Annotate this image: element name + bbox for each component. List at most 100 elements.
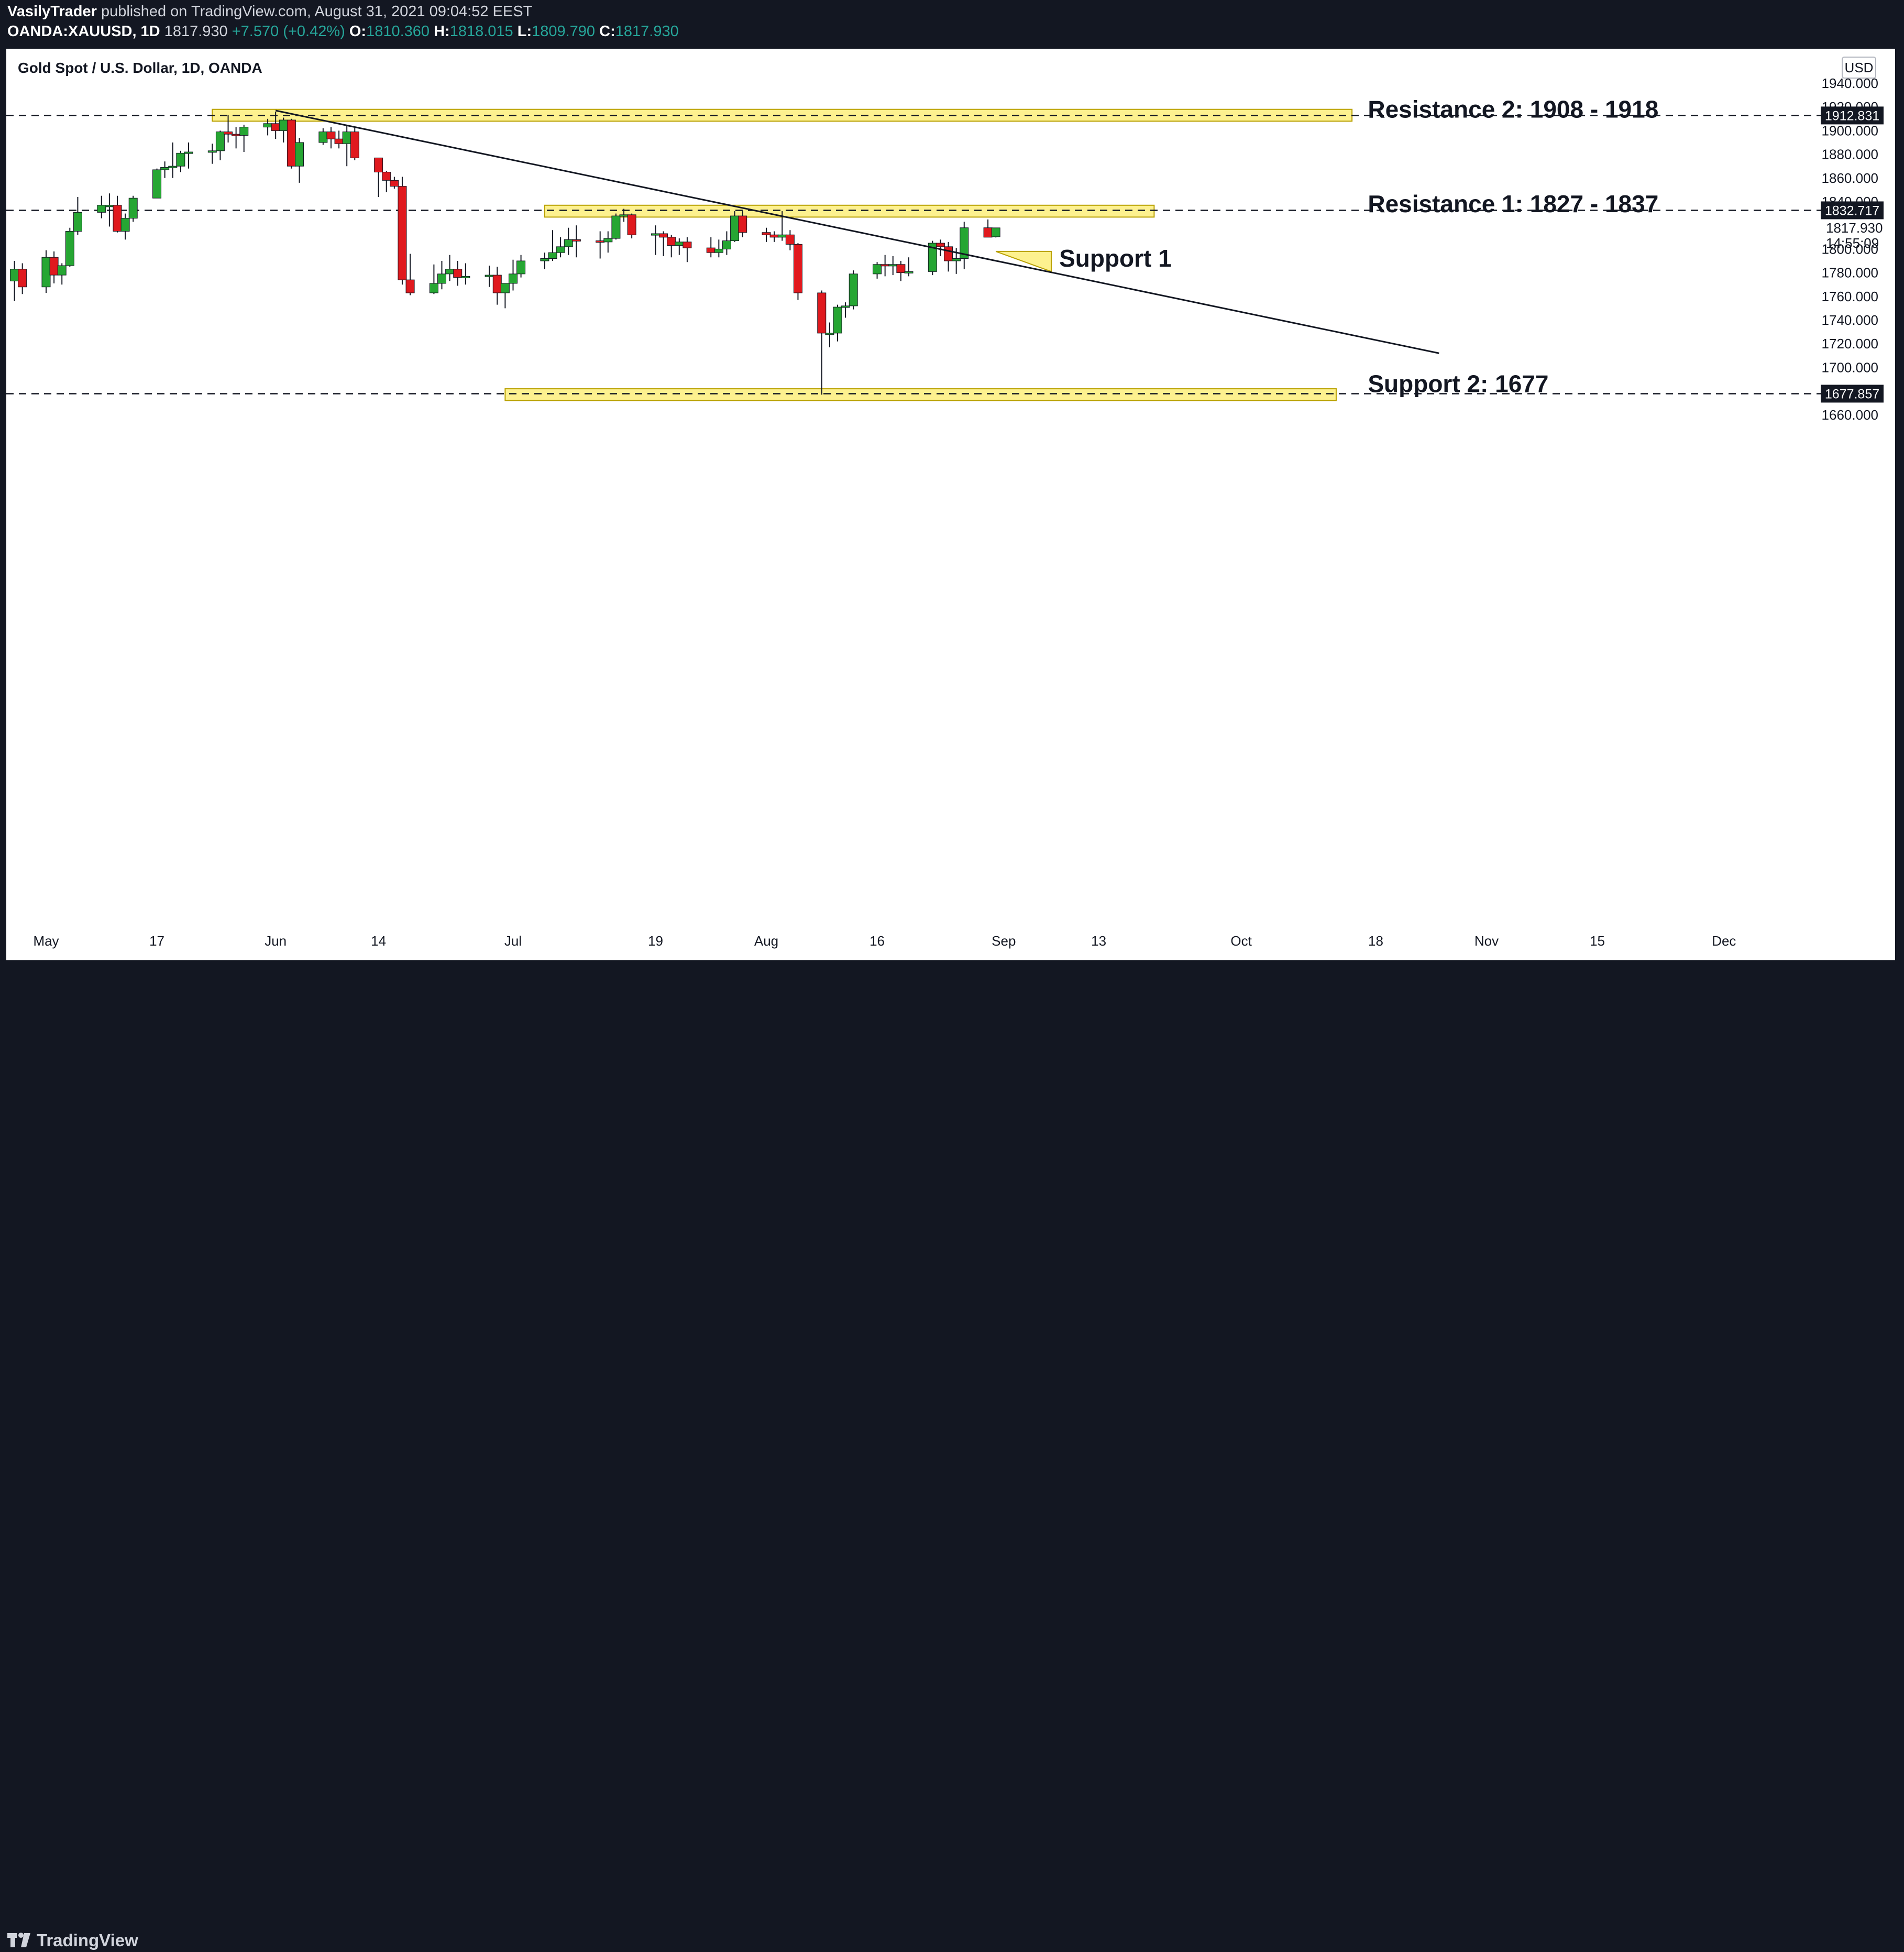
candle-body (564, 239, 573, 247)
support1-layer (995, 250, 1052, 272)
candle-body (944, 246, 953, 261)
candle-body (429, 283, 438, 293)
candle-body (928, 243, 937, 272)
trend-line (275, 109, 1439, 354)
y-tick-label: 1760.000 (1822, 289, 1878, 304)
candle-body (215, 131, 225, 151)
current-price-label: 1817.930 (1826, 220, 1883, 236)
candle-body (224, 131, 233, 135)
levels-layer (6, 115, 1826, 394)
candle-body (120, 218, 130, 232)
y-tick-label: 1740.000 (1822, 312, 1878, 328)
x-tick-label: 16 (870, 933, 885, 949)
candle-body (896, 264, 906, 273)
candle-body (667, 237, 676, 246)
candle-body (619, 214, 629, 217)
candle-body (492, 275, 502, 293)
candle-body (722, 240, 731, 249)
candle-body (318, 131, 328, 143)
y-tick-label: 1880.000 (1822, 147, 1878, 162)
high-label: H: (434, 23, 450, 40)
author-name[interactable]: VasilyTrader (7, 3, 97, 20)
candle-body (168, 166, 178, 168)
candle-body (49, 257, 59, 276)
candle-body (57, 265, 67, 276)
price-tags-layer: 1912.831 1832.717 1677.857 (1821, 106, 1884, 403)
candle-body (849, 273, 858, 306)
candles-layer (10, 112, 1000, 395)
x-tick-label: Aug (754, 933, 778, 949)
logo-mark-dot (18, 1933, 24, 1938)
candle-body (833, 306, 842, 334)
price-tag-box (1821, 201, 1884, 220)
chart-panel[interactable] (6, 49, 1895, 960)
candle-body (176, 152, 185, 167)
candle-body (960, 227, 969, 259)
candle-body (295, 142, 304, 167)
candle-body (730, 215, 740, 242)
candle-body (263, 123, 272, 128)
candle-body (500, 283, 510, 293)
trendline-layer (275, 109, 1439, 354)
candle-body (10, 269, 19, 281)
currency-label: USD (1845, 60, 1874, 75)
candle-body (445, 269, 455, 275)
candle-body (461, 276, 470, 278)
countdown-label: 14:55:09 (1826, 235, 1879, 251)
candle-body (508, 273, 518, 284)
candle-body (41, 257, 51, 288)
candle-body (651, 233, 660, 236)
price-tag-box (1821, 106, 1884, 125)
candle-body (398, 186, 407, 280)
candle-body (675, 242, 684, 246)
x-tick-label: 19 (648, 933, 663, 949)
price-chart[interactable]: Gold Spot / U.S. Dollar, 1D, OANDA USD 1… (6, 49, 1895, 960)
x-tick-label: Dec (1712, 933, 1736, 949)
x-tick-label: 14 (371, 933, 386, 949)
annotations-layer: Resistance 2: 1908 - 1918 Resistance 1: 1… (1059, 95, 1658, 397)
x-tick-label: Jun (265, 933, 287, 949)
candle-body (453, 269, 463, 278)
ohlc-legend: OANDA:XAUUSD, 1D 1817.930 +7.570 (+0.42%… (7, 23, 679, 40)
candle-body (232, 134, 241, 136)
publish-info: VasilyTrader published on TradingView.co… (7, 3, 532, 20)
footer-bar: TradingView (0, 960, 1904, 1950)
candle-body (769, 234, 779, 238)
candle-body (611, 215, 621, 239)
candle-body (485, 275, 494, 277)
footer-brand: TradingView (37, 1931, 138, 1950)
y-tick-label: 1860.000 (1822, 170, 1878, 186)
logo-mark-stem (10, 1938, 15, 1947)
support1-triangle (995, 250, 1052, 272)
chart-header: VasilyTrader published on TradingView.co… (0, 0, 1904, 48)
price-tag-label: 1677.857 (1825, 387, 1879, 401)
currency-box[interactable] (1842, 57, 1876, 79)
candle-body (738, 215, 747, 233)
candle-body (105, 205, 114, 207)
candle-body (714, 248, 723, 253)
candle-body (18, 269, 27, 288)
candle-body (952, 258, 961, 261)
open-label: O: (349, 23, 367, 40)
time-axis[interactable]: May 17 Jun 14 Jul 19 Aug 16 Sep 13 Oct 18 Nov 15 Dec (33, 933, 1736, 949)
chart-title: Gold Spot / U.S. Dollar, 1D, OANDA (18, 60, 262, 76)
candle-body (825, 333, 834, 335)
close-value: 1817.930 (615, 23, 679, 40)
price-change: +7.570 (+0.42%) (232, 23, 345, 40)
candle-body (603, 238, 613, 243)
published-text: published on TradingView.com, August 31,… (101, 3, 533, 20)
candle-body (571, 239, 581, 242)
y-tick-label: 1720.000 (1822, 336, 1878, 352)
x-tick-label: 13 (1091, 933, 1106, 949)
candle-body (888, 264, 898, 267)
price-zone (544, 204, 1155, 218)
candle-body (881, 264, 890, 267)
candle-body (683, 242, 692, 248)
zones-layer (212, 108, 1353, 401)
candle-body (540, 258, 549, 261)
tradingview-logo[interactable]: TradingView (7, 1929, 164, 1952)
y-tick-label: 1700.000 (1822, 359, 1878, 375)
annotation-label: Resistance 1: 1827 - 1837 (1368, 190, 1658, 217)
x-tick-label: Oct (1230, 933, 1252, 949)
candle-body (326, 131, 336, 139)
